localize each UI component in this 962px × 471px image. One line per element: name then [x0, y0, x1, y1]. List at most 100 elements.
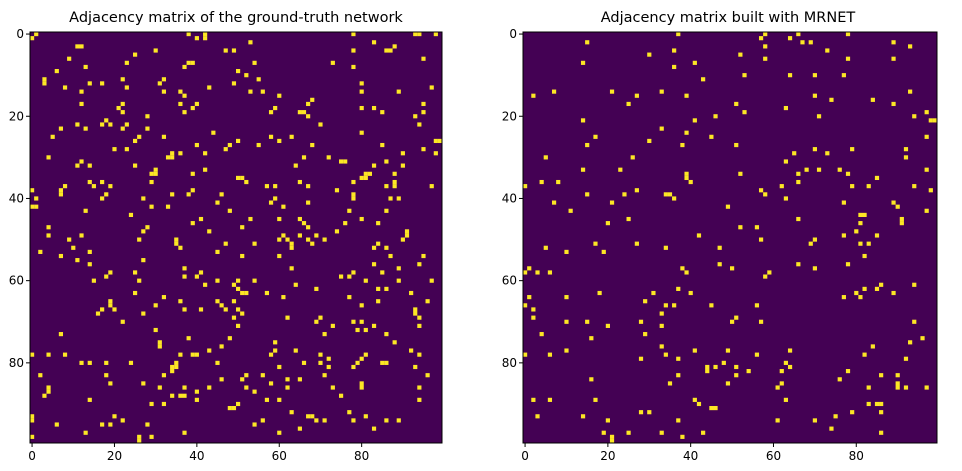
heatmap-cell — [34, 204, 39, 209]
heatmap-cell — [297, 179, 302, 185]
heatmap-cell — [672, 64, 677, 70]
heatmap-cell — [371, 163, 377, 168]
heatmap-cell — [593, 134, 598, 139]
heatmap-cell — [306, 114, 311, 119]
heatmap-cell — [79, 44, 84, 49]
heatmap-cell — [46, 352, 51, 357]
heatmap-cell — [161, 134, 167, 139]
heatmap-cell — [182, 430, 187, 435]
heatmap-cell — [46, 385, 51, 390]
heatmap-cell — [252, 278, 257, 283]
heatmap-cell — [638, 356, 644, 361]
heatmap-cell — [252, 60, 257, 65]
heatmap-cell — [417, 315, 422, 320]
heatmap-cell — [709, 406, 714, 411]
heatmap-panel-ground-truth: Adjacency matrix of the ground-truth net… — [9, 10, 443, 463]
heatmap-cell — [580, 414, 586, 419]
heatmap-cell — [194, 101, 199, 107]
heatmap-cell — [609, 89, 615, 94]
heatmap-cell — [845, 32, 851, 37]
heatmap-cell — [182, 307, 187, 312]
heatmap-cell — [120, 319, 125, 324]
heatmap-cell — [34, 196, 39, 201]
heatmap-cell — [384, 286, 389, 291]
heatmap-cell — [71, 245, 76, 250]
heatmap-cell — [680, 142, 685, 148]
heatmap-cell — [256, 142, 261, 148]
heatmap-cell — [351, 64, 356, 70]
heatmap-cell — [380, 270, 385, 275]
heatmap-cell — [605, 323, 610, 328]
heatmap-cell — [709, 303, 714, 308]
heatmap-cell — [531, 315, 536, 320]
heatmap-cell — [845, 262, 851, 267]
heatmap-cell — [547, 397, 553, 402]
heatmap-cell — [924, 385, 929, 390]
heatmap-cell — [128, 212, 134, 217]
heatmap-cell — [829, 426, 834, 431]
heatmap-cell — [713, 114, 718, 119]
heatmap-cell — [355, 360, 360, 365]
heatmap-cell — [392, 184, 397, 189]
heatmap-cell — [891, 101, 896, 107]
heatmap-cell — [194, 274, 199, 279]
heatmap-cell — [203, 151, 208, 156]
heatmap-cell — [730, 266, 735, 271]
heatmap-cell — [874, 175, 880, 181]
heatmap-cell — [83, 208, 88, 213]
y-tick-label: 40 — [9, 191, 24, 205]
heatmap-cell — [680, 434, 685, 439]
heatmap-cell — [281, 295, 286, 300]
heatmap-cell — [866, 401, 871, 407]
heatmap-cell — [133, 163, 138, 168]
heatmap-cell — [359, 81, 364, 86]
heatmap-cell — [433, 151, 438, 156]
heatmap-cell — [523, 352, 528, 357]
heatmap-cell — [742, 73, 747, 78]
heatmap-cell — [186, 336, 191, 341]
heatmap-cell — [800, 40, 805, 45]
heatmap-cell — [903, 385, 909, 390]
heatmap-cell — [388, 196, 393, 201]
heatmap-cell — [816, 114, 822, 119]
heatmap-cell — [783, 159, 789, 164]
heatmap-cell — [659, 311, 664, 316]
heatmap-cell — [83, 430, 88, 435]
heatmap-cell — [696, 233, 702, 238]
heatmap-cell — [783, 397, 789, 402]
heatmap-cell — [203, 282, 208, 287]
heatmap-cell — [355, 327, 360, 333]
heatmap-cell — [244, 385, 249, 390]
heatmap-cell — [149, 401, 154, 407]
heatmap-cell — [157, 340, 162, 345]
heatmap-cell — [236, 401, 241, 407]
heatmap-cell — [219, 303, 224, 308]
heatmap-cell — [854, 229, 859, 234]
heatmap-cell — [638, 319, 644, 324]
heatmap-cell — [248, 40, 253, 45]
heatmap-cell — [178, 89, 183, 94]
heatmap-cell — [153, 167, 158, 172]
heatmap-cell — [564, 249, 569, 254]
heatmap-cell — [593, 397, 598, 402]
heatmap-cell — [219, 192, 224, 197]
heatmap-cell — [301, 221, 307, 226]
heatmap-cell — [564, 319, 569, 324]
heatmap-cell — [413, 364, 418, 370]
heatmap-cell — [347, 208, 352, 213]
heatmap-cell — [754, 225, 760, 230]
heatmap-cell — [359, 356, 364, 361]
heatmap-cell — [862, 212, 867, 217]
heatmap-cell — [190, 171, 195, 176]
heatmap-cell — [630, 155, 635, 160]
heatmap-cell — [932, 118, 938, 123]
heatmap-cell — [289, 241, 294, 246]
heatmap-cell — [804, 167, 809, 172]
heatmap-cell — [417, 32, 422, 37]
heatmap-cell — [396, 418, 401, 423]
heatmap-cell — [400, 163, 405, 168]
heatmap-cell — [527, 266, 532, 271]
heatmap-cell — [845, 369, 851, 374]
heatmap-cell — [363, 171, 368, 176]
heatmap-cell — [837, 377, 842, 382]
